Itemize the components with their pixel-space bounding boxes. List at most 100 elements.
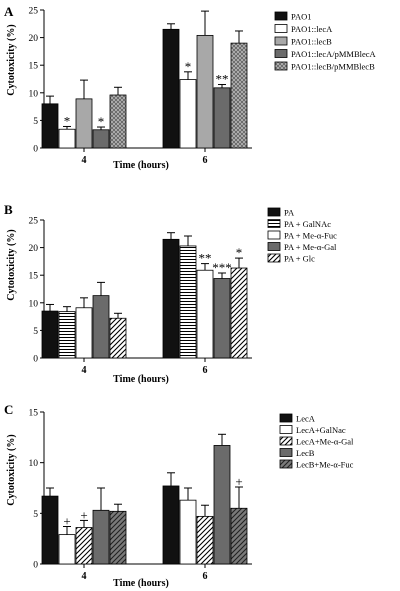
bar <box>162 28 180 149</box>
y-tick-label: 5 <box>33 327 38 337</box>
bar <box>41 495 59 565</box>
significance-label: * <box>98 114 105 129</box>
bars: * **** <box>41 10 248 149</box>
bar <box>92 295 110 359</box>
legend-label: LecA+GalNac <box>296 425 346 435</box>
bar <box>58 311 76 359</box>
bar <box>58 534 76 565</box>
y-tick-label: 10 <box>29 89 39 99</box>
bar <box>213 278 231 359</box>
legend-label: PAO1::lecA <box>291 24 333 34</box>
bar <box>109 317 127 359</box>
bars: ****** <box>41 232 248 359</box>
legend-swatch <box>279 425 293 434</box>
legend-swatch <box>267 230 281 240</box>
x-tick-label: 4 <box>82 365 87 376</box>
bar <box>162 238 180 359</box>
x-tick-label: 4 <box>82 155 87 166</box>
bar <box>92 129 110 149</box>
legend-label: LecA+Me-α-Gal <box>296 437 354 447</box>
legend-label: LecB+Me-α-Fuc <box>296 460 354 470</box>
y-tick-label: 20 <box>29 244 39 254</box>
significance-label: ** <box>199 251 212 266</box>
y-tick-label: 15 <box>29 272 39 282</box>
y-axis-title: Cytotoxicity (%) <box>6 434 17 505</box>
legend-swatch <box>267 207 281 217</box>
legend-label: PA + GalNAc <box>284 219 331 229</box>
legend-swatch <box>274 11 288 21</box>
panel-label: B <box>4 202 13 217</box>
y-tick-label: 25 <box>29 217 39 227</box>
x-tick-label: 6 <box>203 365 208 376</box>
legend-swatch <box>267 242 281 251</box>
legend-swatch <box>279 436 293 446</box>
y-tick-label: 0 <box>33 145 38 155</box>
panel-b: B Cytotoxicity (%) Time (hours) 0 5 10 15 20… <box>4 202 337 385</box>
legend-label: PA <box>284 208 295 218</box>
y-tick-label: 5 <box>33 117 38 127</box>
legend-label: LecB <box>296 448 315 458</box>
bar <box>230 507 248 565</box>
bars: + + + <box>41 433 248 565</box>
legend-swatch <box>274 61 288 71</box>
bar <box>213 87 231 149</box>
bar <box>109 94 127 149</box>
y-tick-label: 25 <box>29 7 39 17</box>
significance-label: + <box>80 507 87 522</box>
legend-swatch <box>267 253 281 263</box>
legend-label: PA + Me-α-Gal <box>284 242 337 252</box>
y-tick-label: 10 <box>29 459 39 469</box>
bar <box>75 307 93 359</box>
bar <box>75 98 93 149</box>
significance-label: ** <box>216 72 229 87</box>
legend-label: PA + Me-α-Fuc <box>284 231 337 241</box>
y-tick-label: 0 <box>33 561 38 571</box>
panel-label: C <box>4 402 13 417</box>
legend-swatch <box>279 459 293 469</box>
bar <box>109 510 127 565</box>
y-tick-label: 10 <box>29 299 39 309</box>
bar <box>41 310 59 359</box>
y-axis-title: Cytotoxicity (%) <box>6 229 17 300</box>
legend-swatch <box>267 219 281 228</box>
y-axis-title: Cytotoxicity (%) <box>6 24 17 95</box>
legend-label: PAO1::lecB <box>291 37 332 47</box>
bar <box>75 527 93 565</box>
significance-label: * <box>185 59 192 74</box>
legend-label: PAO1 <box>291 12 311 22</box>
bar <box>41 103 59 149</box>
y-tick-label: 5 <box>33 510 38 520</box>
bar <box>196 269 214 359</box>
bar <box>179 499 197 565</box>
x-axis-title: Time (hours) <box>113 578 169 589</box>
panel-c: C Cytotoxicity (%) Time (hours) 0 5 10 15 4 6… <box>4 402 354 589</box>
bar <box>179 79 197 149</box>
legend-label: PA + Glc <box>284 254 315 264</box>
significance-label: *** <box>212 260 232 275</box>
y-tick-label: 15 <box>29 409 39 419</box>
legend-swatch <box>274 36 288 46</box>
legend-label: LecA <box>296 414 316 424</box>
y-tick-label: 20 <box>29 34 39 44</box>
significance-label: + <box>235 474 242 489</box>
bar <box>230 42 248 149</box>
bar <box>213 445 231 565</box>
x-axis-title: Time (hours) <box>113 374 169 385</box>
bar <box>179 245 197 359</box>
y-tick-label: 15 <box>29 62 39 72</box>
y-tick-label: 0 <box>33 355 38 365</box>
x-axis-title: Time (hours) <box>113 160 169 171</box>
bar <box>196 34 214 149</box>
bar <box>230 267 248 359</box>
bar <box>162 485 180 565</box>
panel-a: A Cytotoxicity (%) Time (hours) 0 5 10 15 20… <box>4 4 377 171</box>
bar <box>92 509 110 565</box>
legend-swatch <box>274 49 288 58</box>
legend-swatch <box>279 413 293 423</box>
legend-label: PAO1::lecB/pMMBlecB <box>291 62 375 72</box>
bar <box>196 515 214 565</box>
legend: PAO1PAO1::lecAPAO1::lecBPAO1::lecA/pMMBl… <box>274 11 377 72</box>
